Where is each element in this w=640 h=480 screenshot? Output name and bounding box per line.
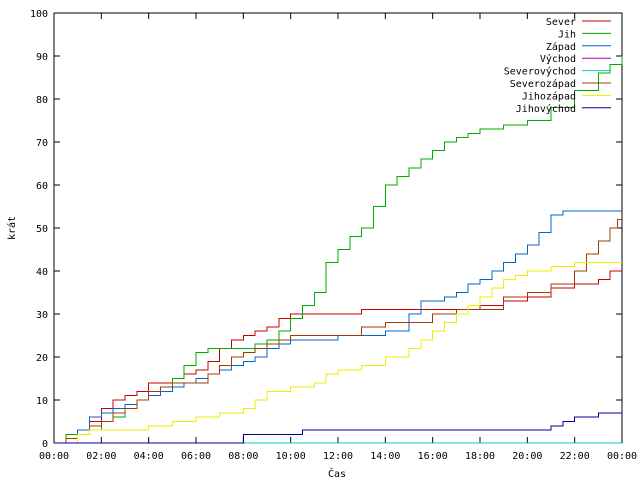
x-tick-label: 16:00 (418, 451, 448, 462)
legend-label: Jihozápad (522, 90, 576, 102)
series-layer (54, 56, 623, 444)
series-line-jihozápad (54, 261, 622, 444)
y-tick-label: 0 (42, 439, 48, 450)
x-tick-label: 10:00 (276, 451, 306, 462)
x-axis-label: Čas (328, 467, 346, 480)
legend: SeverJihZápadVýchodSeverovýchodSeverozáp… (504, 17, 611, 115)
y-tick-label: 100 (30, 9, 48, 20)
legend-label: Jihovýchod (516, 103, 576, 115)
series-line-jihovýchod (54, 412, 622, 444)
legend-label: Sever (546, 17, 576, 28)
x-tick-label: 20:00 (512, 451, 542, 462)
legend-label: Jih (558, 29, 576, 40)
legend-label: Východ (540, 53, 576, 65)
x-tick-label: 02:00 (86, 451, 116, 462)
series-line-sever (54, 270, 622, 444)
y-tick-label: 90 (36, 52, 48, 63)
x-tick-label: 00:00 (39, 451, 69, 462)
x-tick-label: 00:00 (607, 451, 637, 462)
y-tick-label: 20 (36, 353, 48, 364)
y-tick-label: 80 (36, 95, 48, 106)
legend-label: Severozápad (510, 78, 576, 90)
y-tick-label: 60 (36, 181, 48, 192)
series-line-západ (54, 210, 622, 444)
x-tick-label: 12:00 (323, 451, 353, 462)
x-tick-label: 04:00 (134, 451, 164, 462)
x-tick-label: 06:00 (181, 451, 211, 462)
x-tick-label: 22:00 (560, 451, 590, 462)
y-tick-label: 40 (36, 267, 48, 278)
y-tick-label: 10 (36, 396, 48, 407)
y-tick-label: 30 (36, 310, 48, 321)
y-tick-label: 70 (36, 138, 48, 149)
series-line-severozápad (54, 218, 622, 444)
y-tick-label: 50 (36, 224, 48, 235)
legend-label: Západ (546, 41, 576, 53)
x-tick-label: 18:00 (465, 451, 495, 462)
x-tick-label: 14:00 (370, 451, 400, 462)
x-tick-label: 08:00 (228, 451, 258, 462)
legend-label: Severovýchod (504, 66, 576, 78)
y-axis-label: krát (6, 216, 18, 240)
x-axis-ticks: 00:00 02:00 04:00 06:00 08:00 10:00 12:00 14:00… (39, 13, 637, 462)
